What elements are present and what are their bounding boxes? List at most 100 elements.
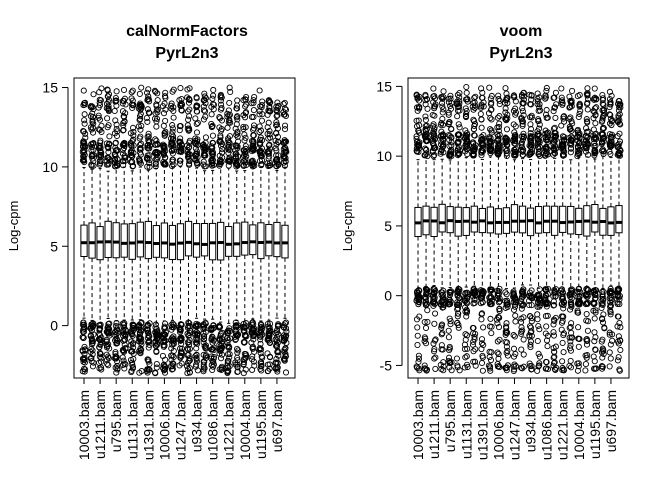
outlier-point <box>456 150 463 157</box>
outlier-point <box>97 351 104 358</box>
outlier-point <box>600 150 607 157</box>
outlier-point <box>584 91 591 98</box>
outlier-point <box>266 353 273 360</box>
chart-1-ylabel: Log-cpm <box>6 201 21 252</box>
box-body <box>144 220 152 260</box>
outlier-point <box>152 321 159 328</box>
chart-2-x-axis: 10003.bam u1211.bam u795.bam u1131.bam u1391… <box>410 378 619 460</box>
box-body <box>200 223 209 257</box>
outlier-point <box>103 341 110 348</box>
outlier-point <box>113 88 120 95</box>
outlier-point <box>494 114 501 121</box>
outlier-point <box>558 291 565 298</box>
outlier-point <box>574 307 581 314</box>
outlier-point <box>503 367 510 374</box>
outlier-group <box>159 89 169 376</box>
outlier-point <box>145 86 152 93</box>
outlier-point <box>216 157 223 164</box>
outlier-point <box>439 298 446 305</box>
outlier-point <box>120 144 128 152</box>
box-body <box>257 222 265 260</box>
outlier-point <box>161 100 168 107</box>
outlier-group <box>606 88 616 370</box>
box <box>168 166 177 321</box>
outlier-point <box>494 137 502 144</box>
outlier-group <box>183 85 194 377</box>
outlier-point <box>153 348 160 356</box>
outlier-point <box>129 159 136 166</box>
outlier-point <box>168 102 175 109</box>
outlier-point <box>184 345 191 352</box>
outlier-point <box>256 108 263 115</box>
outlier-point <box>590 126 597 133</box>
outlier-point <box>592 142 599 149</box>
outlier-point <box>153 123 160 130</box>
outlier-point <box>281 346 288 353</box>
outlier-group <box>469 93 479 369</box>
outlier-point <box>234 113 241 120</box>
outlier-point <box>128 331 136 338</box>
outlier-point <box>495 123 502 131</box>
box <box>249 166 257 320</box>
outlier-point <box>576 102 583 109</box>
outlier-point <box>607 311 614 318</box>
box-body <box>486 206 495 234</box>
outlier-point <box>242 134 249 141</box>
outlier-point <box>510 332 517 339</box>
outlier-point <box>233 102 241 109</box>
outlier-point <box>192 115 199 122</box>
outlier-point <box>178 360 185 367</box>
outlier-point <box>103 161 110 168</box>
outlier-point <box>487 301 494 308</box>
outlier-point <box>550 362 557 369</box>
outlier-point <box>169 163 176 170</box>
outlier-point <box>273 355 280 363</box>
outlier-point <box>504 339 511 346</box>
chart-2-y-axis: -5 0 5 10 15 <box>376 78 403 373</box>
outlier-point <box>282 122 289 129</box>
outlier-point <box>615 354 622 361</box>
outlier-point <box>614 357 621 364</box>
outlier-point <box>559 367 566 374</box>
outlier-point <box>448 367 455 374</box>
outlier-point <box>566 115 573 122</box>
outlier-point <box>201 325 208 332</box>
outlier-point <box>105 122 112 129</box>
outlier-point <box>582 292 590 299</box>
outlier-point <box>275 352 282 359</box>
outlier-point <box>415 127 422 134</box>
outlier-point <box>178 145 185 152</box>
outlier-group <box>453 90 463 374</box>
outlier-point <box>135 123 142 130</box>
outlier-point <box>242 109 250 116</box>
outlier-point <box>472 362 479 369</box>
outlier-point <box>421 365 428 372</box>
outlier-point <box>177 354 184 361</box>
outlier-point <box>267 134 274 141</box>
outlier-point <box>485 362 493 369</box>
outlier-point <box>265 162 272 170</box>
outlier-point <box>551 348 558 355</box>
outlier-point <box>494 320 501 327</box>
box <box>534 155 543 289</box>
outlier-point <box>584 99 591 106</box>
outlier-point <box>551 136 558 144</box>
outlier-point <box>471 120 479 128</box>
outlier-point <box>431 95 438 102</box>
outlier-point <box>511 366 518 373</box>
outlier-point <box>566 140 573 147</box>
outlier-point <box>487 315 494 322</box>
outlier-point <box>273 121 281 128</box>
outlier-group <box>517 89 528 372</box>
outlier-point <box>615 313 622 320</box>
outlier-point <box>599 336 606 343</box>
outlier-point <box>527 329 534 336</box>
outlier-point <box>242 96 249 103</box>
outlier-point <box>96 336 103 343</box>
outlier-point <box>162 89 169 96</box>
outlier-point <box>542 286 549 293</box>
outlier-point <box>520 336 527 343</box>
outlier-point <box>152 163 159 170</box>
outlier-point <box>122 101 129 108</box>
